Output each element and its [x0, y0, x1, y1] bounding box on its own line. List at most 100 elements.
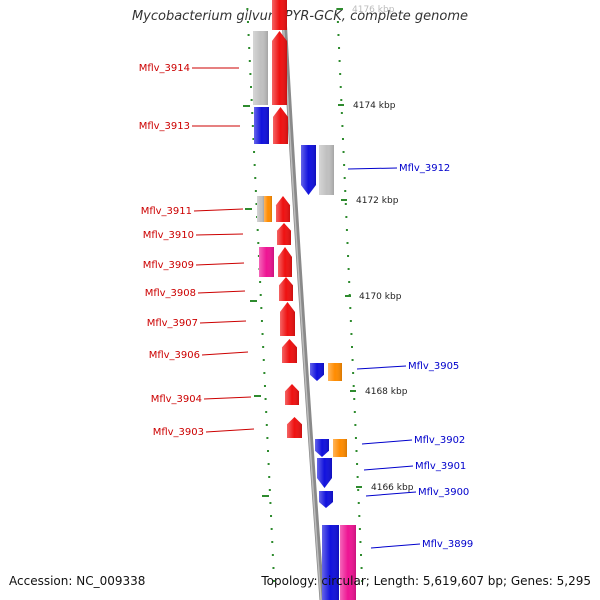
gene-leader-line-left: [199, 320, 247, 324]
inner-ring-dot: [253, 164, 256, 166]
outer-ring-dot: [344, 190, 347, 192]
gene-3911-product-b-shade: [264, 196, 272, 222]
outer-ring-dot: [356, 463, 359, 465]
gene-leader-line-right: [356, 365, 407, 370]
gene-3910-arrow-shade: [277, 223, 291, 245]
inner-ring-dot: [261, 333, 264, 335]
minor-tick: [243, 105, 250, 107]
gene-3912-product-shade: [319, 145, 334, 195]
gene-label-left[interactable]: Mflv_3914: [139, 63, 190, 74]
inner-ring-dot: [253, 151, 256, 153]
inner-ring-dot: [260, 307, 263, 309]
gene-label-left[interactable]: Mflv_3909: [143, 260, 194, 271]
outer-ring-dot: [357, 502, 360, 504]
minor-tick: [262, 495, 269, 497]
gene-label-right[interactable]: Mflv_3901: [415, 461, 466, 472]
scale-tick: [345, 295, 351, 297]
inner-ring-dot: [257, 242, 260, 244]
inner-ring-dot: [259, 294, 262, 296]
inner-ring-dot: [251, 112, 254, 114]
inner-ring-dot: [252, 138, 255, 140]
gene-3905-arrow-shade: [310, 363, 324, 381]
inner-ring-dot: [259, 281, 262, 283]
inner-ring-dot: [262, 359, 265, 361]
inner-ring-dot: [247, 34, 250, 36]
outer-ring-dot: [341, 125, 344, 127]
outer-ring-dot: [359, 541, 362, 543]
gene-3899-product-shade: [322, 525, 339, 600]
gene-label-left[interactable]: Mflv_3903: [153, 427, 204, 438]
gene-3899-arrow-shade: [340, 525, 356, 600]
gene-3906-arrow-shade: [282, 339, 297, 363]
inner-ring-dot: [272, 567, 275, 569]
inner-ring-dot: [273, 580, 276, 582]
inner-ring-dot: [268, 489, 271, 491]
gene-label-left[interactable]: Mflv_3907: [147, 318, 198, 329]
inner-ring-dot: [265, 411, 268, 413]
gene-label-left[interactable]: Mflv_3911: [141, 206, 192, 217]
outer-ring-dot: [358, 515, 361, 517]
inner-ring-dot: [268, 476, 271, 478]
gene-leader-line-right: [347, 167, 398, 170]
inner-ring-dot: [264, 398, 267, 400]
gene-leader-line-left: [195, 262, 245, 266]
gene-3902-product-shade: [333, 439, 347, 457]
gene-3913-arrow-shade: [273, 107, 288, 144]
outer-ring-dot: [347, 255, 350, 257]
outer-ring-dot: [353, 398, 356, 400]
gene-label-left[interactable]: Mflv_3904: [151, 394, 202, 405]
inner-ring-dot: [254, 190, 257, 192]
inner-ring-dot: [270, 515, 273, 517]
gene-leader-line-right: [361, 439, 413, 445]
inner-ring-dot: [269, 502, 272, 504]
gene-label-right[interactable]: Mflv_3902: [414, 435, 465, 446]
gene-3900-arrow-shade: [319, 491, 333, 508]
gene-label-right[interactable]: Mflv_3912: [399, 163, 450, 174]
outer-ring-dot: [361, 580, 364, 582]
outer-ring-dot: [344, 203, 347, 205]
outer-ring-dot: [340, 99, 343, 101]
outer-ring-dot: [349, 307, 352, 309]
inner-ring-dot: [263, 372, 266, 374]
gene-3911-arrow-shade: [276, 196, 290, 222]
inner-ring-dot: [246, 21, 249, 23]
minor-tick: [254, 395, 261, 397]
gene-3905-product-shade: [328, 363, 342, 381]
gene-leader-line-left: [197, 290, 246, 294]
scale-label: 4174 kbp: [353, 101, 396, 111]
gene-3902-arrow-shade: [315, 439, 329, 457]
scale-label: 4170 kbp: [359, 292, 402, 302]
gene-label-left[interactable]: Mflv_3908: [145, 288, 196, 299]
gene-leader-line-right: [363, 465, 414, 471]
gene-leader-line-right: [370, 543, 421, 549]
inner-ring-dot: [255, 203, 258, 205]
gene-label-right[interactable]: Mflv_3900: [418, 487, 469, 498]
gene-3907-arrow-shade: [280, 302, 295, 336]
scale-label: 4176 kbp: [352, 5, 395, 15]
gene-3912-arrow-shade: [301, 145, 316, 195]
outer-ring-dot: [339, 86, 342, 88]
map-title: Mycobacterium gilvum PYR-GCK, complete g…: [131, 9, 469, 24]
scale-tick: [338, 104, 344, 106]
outer-ring-dot: [360, 567, 363, 569]
inner-ring-dot: [271, 554, 274, 556]
gene-leader-line-right: [365, 491, 417, 497]
gene-3904-arrow-shade: [285, 384, 299, 405]
accession-text: Accession: NC_009338: [9, 574, 146, 588]
scale-tick: [356, 486, 362, 488]
inner-ring-dot: [254, 177, 257, 179]
outer-ring-dot: [348, 281, 351, 283]
gene-label-left[interactable]: Mflv_3906: [149, 350, 200, 361]
inner-ring-dot: [271, 541, 274, 543]
gene-label-right[interactable]: Mflv_3899: [422, 539, 473, 550]
outer-ring-dot: [353, 411, 356, 413]
minor-tick: [245, 208, 252, 210]
inner-ring-dot: [248, 60, 251, 62]
gene-label-left[interactable]: Mflv_3913: [139, 121, 190, 132]
outer-ring-dot: [351, 359, 354, 361]
gene-label-left[interactable]: Mflv_3910: [143, 230, 194, 241]
inner-ring-dot: [257, 255, 260, 257]
outer-ring-dot: [352, 385, 355, 387]
gene-label-right[interactable]: Mflv_3905: [408, 361, 459, 372]
